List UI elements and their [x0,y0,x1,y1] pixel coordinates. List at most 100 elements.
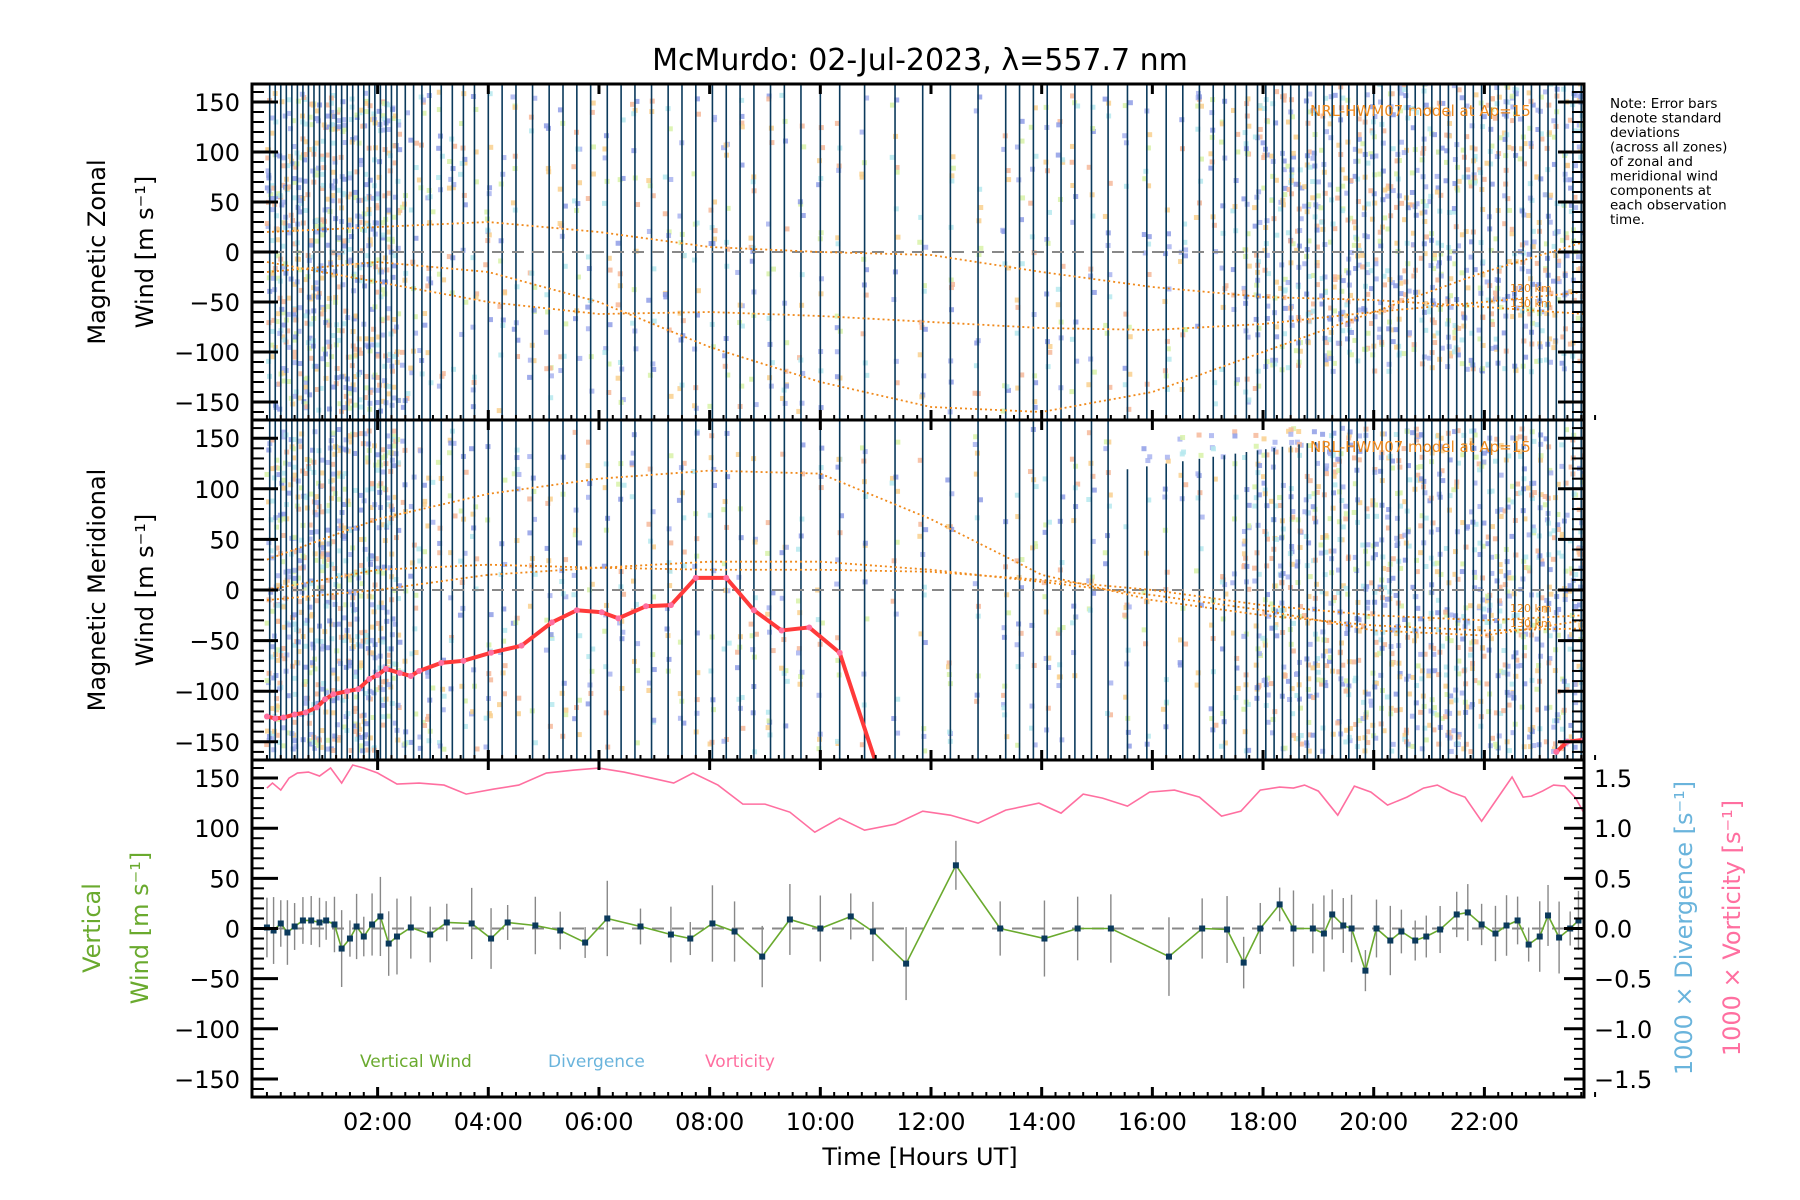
zone-wind-point [917,457,923,463]
zone-wind-point [514,284,520,290]
zone-wind-point [1244,113,1250,119]
zone-wind-point [1389,651,1395,657]
zone-wind-point [266,358,272,364]
zone-wind-point [304,617,310,623]
zone-wind-point [391,433,397,439]
zone-wind-point [391,384,397,390]
zone-wind-point [603,461,609,467]
zone-wind-point [1393,691,1399,697]
zone-wind-point [834,325,840,331]
zone-wind-point [694,553,700,559]
note-line: each observation [1610,198,1727,214]
zone-wind-point [295,478,301,484]
zone-wind-point [1056,683,1062,689]
zone-wind-point [1356,116,1362,122]
zone-wind-point [1314,227,1320,233]
zone-wind-point [796,598,802,604]
zone-wind-point [330,185,336,191]
zone-wind-point [1390,458,1396,464]
zone-wind-point [1456,731,1462,737]
zone-wind-point [1090,104,1096,110]
zone-wind-point [1445,636,1451,642]
zone-wind-point [1368,268,1374,274]
zone-wind-point [353,313,359,319]
zone-wind-point [1019,138,1025,144]
zone-wind-point [384,315,390,321]
zone-wind-point [769,140,775,146]
zone-wind-point [516,695,522,701]
zone-wind-point [1057,674,1063,680]
zone-wind-point [735,451,741,457]
zone-wind-point [342,404,348,410]
zone-wind-point [921,288,927,294]
zone-wind-point [1123,311,1129,317]
zone-wind-point [1432,668,1438,674]
zone-wind-point [375,452,381,458]
zone-wind-point [1397,670,1403,676]
zone-wind-point [1330,451,1336,457]
zone-wind-point [1501,330,1507,336]
zone-wind-point [1484,681,1490,687]
zone-wind-point [347,386,353,392]
zone-wind-point [440,707,446,713]
zone-wind-point [796,546,802,552]
zone-wind-point [692,257,698,263]
zone-wind-point [1547,219,1553,225]
zone-wind-point [374,205,380,211]
zone-wind-point [621,482,627,488]
zone-wind-point [301,681,307,687]
zone-wind-point [1090,213,1096,219]
zone-wind-point [1513,650,1519,656]
zone-wind-point [362,90,368,96]
zone-wind-point [1332,482,1338,488]
zone-wind-point [1493,618,1499,624]
zone-wind-point [972,581,978,587]
zone-wind-point [1382,282,1388,288]
zone-wind-point [420,719,426,725]
zone-wind-point [1019,261,1025,267]
zone-wind-point [1314,244,1320,250]
zone-wind-point [1343,516,1349,522]
zone-wind-point [1568,289,1574,295]
zone-wind-point [304,404,310,410]
zone-wind-point [326,406,332,412]
zone-wind-point [500,317,506,323]
zone-wind-point [1314,656,1320,662]
zone-wind-point [1398,280,1404,286]
zone-wind-point [1004,592,1010,598]
zone-wind-point [380,287,386,293]
zone-wind-point [332,622,338,628]
zone-wind-point [325,102,331,108]
zone-wind-point [399,204,405,210]
zone-wind-point [340,99,346,105]
zone-wind-point [607,322,613,328]
zone-wind-point [367,177,373,183]
zone-wind-point [1289,439,1295,445]
zone-wind-point [818,125,824,131]
zone-wind-point [1543,739,1549,745]
zone-wind-point [319,568,325,574]
zone-wind-point [797,681,803,687]
zone-wind-point [606,390,612,396]
zone-wind-point [1210,446,1216,452]
zone-wind-point [891,716,897,722]
zone-wind-point [358,562,364,568]
zone-wind-point [631,148,637,154]
zone-wind-point [1122,382,1128,388]
zone-wind-point [1555,522,1561,528]
zone-wind-point [325,113,331,119]
zone-wind-point [1332,308,1338,314]
zone-wind-point [1347,738,1353,744]
zone-wind-point [511,471,517,477]
zone-wind-point [1032,541,1038,547]
zone-wind-point [271,185,277,191]
zone-wind-point [302,178,308,184]
zone-wind-point [1444,691,1450,697]
zone-wind-point [347,217,353,223]
zone-wind-point [360,123,366,129]
zone-wind-point [1323,533,1329,539]
zone-wind-point [367,389,373,395]
zone-wind-point [387,351,393,357]
zone-wind-point [269,354,275,360]
